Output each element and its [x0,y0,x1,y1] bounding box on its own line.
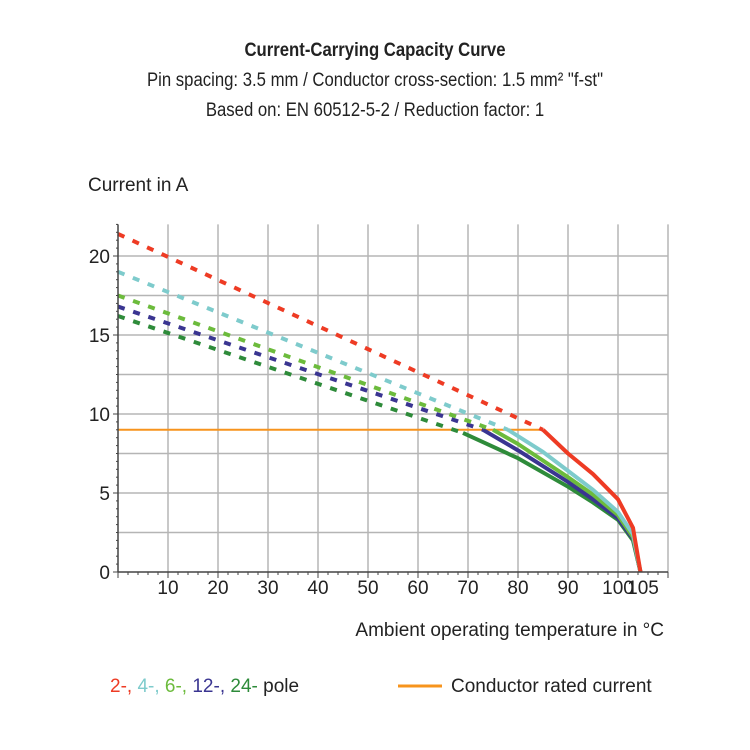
legend-rated-label: Conductor rated current [451,676,652,697]
x-tick-label: 20 [207,578,228,599]
y-axis-label: Current in A [88,175,189,196]
x-tick-label: 90 [557,578,578,599]
x-tick-label: 70 [457,578,478,599]
series-12-pole-dashed [117,304,484,432]
series-4-pole-dashed [117,269,509,432]
x-tick-label: 10 [157,578,178,599]
x-axis-label: Ambient operating temperature in °C [355,620,664,641]
x-tick-label: 105 [627,578,659,599]
y-tick-label: 20 [89,247,110,268]
series-2-pole-solid [541,428,643,573]
series-24-pole-dashed [117,314,464,435]
series-6-pole-dashed [117,293,494,432]
chart-subtitle-1: Pin spacing: 3.5 mm / Conductor cross-se… [146,70,604,91]
x-tick-label: 60 [407,578,428,599]
legend-entry: 4-, [137,676,164,697]
y-tick-label: 5 [99,484,110,505]
chart-subtitle-2: Based on: EN 60512-5-2 / Reduction facto… [205,100,545,121]
x-tick-label: 100 [602,578,634,599]
y-tick-label: 0 [99,563,110,584]
legend-entry: 2-, [110,676,137,697]
legend-entry: 6-, [165,676,192,697]
legend-poles: 2-, 4-, 6-, 12-, 24- pole [110,676,299,697]
legend-entry: 12-, [192,676,230,697]
x-tick-label: 50 [357,578,378,599]
y-tick-label: 10 [89,405,110,426]
x-tick-label: 30 [257,578,278,599]
chart-title: Current-Carrying Capacity Curve [244,40,506,61]
y-tick-label: 15 [89,326,110,347]
x-tick-label: 80 [507,578,528,599]
x-tick-label: 40 [307,578,328,599]
series-2-pole-dashed [117,232,544,432]
legend-suffix: pole [258,676,299,697]
legend-entry: 24- [230,676,257,697]
